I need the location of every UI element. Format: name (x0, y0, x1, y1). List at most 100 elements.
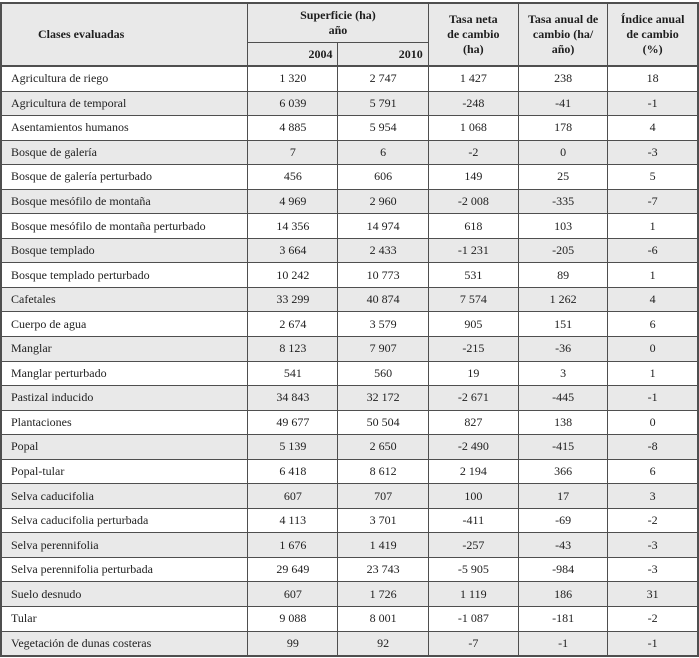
clase-cell: Bosque de galería perturbado (0, 164, 249, 190)
superficie_2004-cell: 6 039 (247, 90, 339, 117)
clase-cell: Agricultura de temporal (0, 90, 249, 117)
superficie_2004-cell: 1 676 (247, 532, 339, 558)
table-row: Plantaciones 49 677 50 504 827 138 0 (0, 409, 699, 436)
tasa_neta-cell: -1 231 (427, 237, 519, 264)
superficie_2004-cell: 1 320 (247, 64, 339, 92)
indice_anual-cell: -8 (607, 434, 699, 460)
superficie_2004-cell: 4 885 (247, 115, 339, 141)
tasa_anual-cell: 1 262 (517, 286, 609, 313)
tasa_anual-cell: 138 (517, 409, 609, 436)
table-header: Clases evaluadas Superficie (ha) año Tas… (0, 2, 699, 67)
column-header-year-2004: 2004 (247, 42, 339, 67)
tasa_neta-cell: 149 (427, 164, 519, 190)
tasa_anual-cell: -335 (517, 188, 609, 215)
superficie_2010-cell: 14 974 (337, 213, 429, 239)
table-row: Selva caducifolia perturbada 4 113 3 701 -4… (0, 507, 699, 534)
table-row: Popal-tular 6 418 8 612 2 194 366 6 (0, 458, 699, 485)
superficie_2004-cell: 4 113 (247, 507, 339, 534)
superficie_2010-cell: 2 433 (337, 237, 429, 264)
table-row: Selva caducifolia 607 707 100 17 3 (0, 483, 699, 509)
superficie_2004-cell: 541 (247, 360, 339, 387)
tasa_anual-cell: 0 (517, 139, 609, 166)
superficie_2010-cell: 8 001 (337, 606, 429, 632)
tasa_neta-cell: 827 (427, 409, 519, 436)
superficie_2004-cell: 9 088 (247, 606, 339, 632)
indice_anual-cell: 4 (607, 115, 699, 141)
tasa_anual-cell: 25 (517, 164, 609, 190)
tasa_anual-cell: 186 (517, 581, 609, 608)
clase-cell: Pastizal inducido (0, 385, 249, 411)
table-row: Bosque de galería perturbado 456 606 149 25 5 (0, 164, 699, 190)
clase-cell: Bosque de galería (0, 139, 249, 166)
superficie_2010-cell: 1 726 (337, 581, 429, 608)
table-row: Manglar perturbado 541 560 19 3 1 (0, 360, 699, 387)
clase-cell: Bosque templado perturbado (0, 262, 249, 288)
indice_anual-cell: 18 (607, 64, 699, 92)
tasa_neta-cell: 1 427 (427, 64, 519, 92)
indice_anual-cell: 1 (607, 262, 699, 288)
table-row: Tular 9 088 8 001 -1 087 -181 -2 (0, 606, 699, 632)
superficie_2010-cell: 2 650 (337, 434, 429, 460)
tasa_anual-cell: 238 (517, 64, 609, 92)
table-row: Selva perennifolia perturbada 29 649 23 74… (0, 556, 699, 583)
indice_anual-cell: -1 (607, 630, 699, 657)
tasa_neta-cell: 19 (427, 360, 519, 387)
clase-cell: Cuerpo de agua (0, 311, 249, 338)
table-row: Pastizal inducido 34 843 32 172 -2 671 -445-… (0, 385, 699, 411)
superficie_2004-cell: 33 299 (247, 286, 339, 313)
table-row: Bosque mesófilo de montaña perturbado 14 … (0, 213, 699, 239)
clase-cell: Bosque templado (0, 237, 249, 264)
clase-cell: Suelo desnudo (0, 581, 249, 608)
table-row: Bosque templado perturbado 10 242 10 773 53… (0, 262, 699, 288)
indice_anual-cell: 6 (607, 458, 699, 485)
tasa_anual-cell: -984 (517, 556, 609, 583)
superficie_2010-cell: 2 747 (337, 64, 429, 92)
superficie_2010-cell: 2 960 (337, 188, 429, 215)
table-body: Agricultura de riego 1 320 2 747 1 427 238 18… (0, 64, 699, 657)
superficie_2004-cell: 6 418 (247, 458, 339, 485)
clase-cell: Popal (0, 434, 249, 460)
tasa_anual-cell: 3 (517, 360, 609, 387)
superficie_2010-cell: 5 791 (337, 90, 429, 117)
tasa_neta-cell: 100 (427, 483, 519, 509)
clase-cell: Manglar perturbado (0, 360, 249, 387)
indice_anual-cell: 6 (607, 311, 699, 338)
indice_anual-cell: -3 (607, 139, 699, 166)
superficie_2004-cell: 8 123 (247, 336, 339, 362)
table-row: Agricultura de temporal 6 039 5 791 -248 -41… (0, 90, 699, 117)
table-row: Selva perennifolia 1 676 1 419 -257 -43 -3 (0, 532, 699, 558)
superficie_2004-cell: 2 674 (247, 311, 339, 338)
clase-cell: Bosque mesófilo de montaña (0, 188, 249, 215)
superficie_2010-cell: 6 (337, 139, 429, 166)
indice_anual-cell: -7 (607, 188, 699, 215)
superficie_2010-cell: 3 579 (337, 311, 429, 338)
clase-cell: Selva perennifolia (0, 532, 249, 558)
tasa_neta-cell: 1 068 (427, 115, 519, 141)
table-row: Popal 5 139 2 650 -2 490 -415 -8 (0, 434, 699, 460)
indice_anual-cell: 1 (607, 360, 699, 387)
superficie_2004-cell: 4 969 (247, 188, 339, 215)
superficie_2010-cell: 8 612 (337, 458, 429, 485)
tasa_neta-cell: -257 (427, 532, 519, 558)
table-row: Bosque mesófilo de montaña 4 969 2 960 -2 0… (0, 188, 699, 215)
indice_anual-cell: -2 (607, 507, 699, 534)
table-row: Asentamientos humanos 4 885 5 954 1 068 178 4 (0, 115, 699, 141)
column-header-year-2010: 2010 (337, 42, 429, 67)
column-header-indice-anual: Índice anual de cambio (%) (607, 2, 699, 67)
tasa_neta-cell: -2 490 (427, 434, 519, 460)
clase-cell: Manglar (0, 336, 249, 362)
tasa_anual-cell: -181 (517, 606, 609, 632)
tasa_neta-cell: -2 (427, 139, 519, 166)
tasa_anual-cell: -43 (517, 532, 609, 558)
tasa_neta-cell: -7 (427, 630, 519, 657)
table-row: Vegetación de dunas costeras 99 92 -7 -1 -1 (0, 630, 699, 657)
superficie_2010-cell: 92 (337, 630, 429, 657)
superficie_2010-cell: 3 701 (337, 507, 429, 534)
table-row: Suelo desnudo 607 1 726 1 119 186 31 (0, 581, 699, 608)
tasa_anual-cell: -41 (517, 90, 609, 117)
superficie_2010-cell: 5 954 (337, 115, 429, 141)
column-header-tasa-neta: Tasa neta de cambio (ha) (427, 2, 519, 67)
tasa_neta-cell: 905 (427, 311, 519, 338)
clase-cell: Cafetales (0, 286, 249, 313)
